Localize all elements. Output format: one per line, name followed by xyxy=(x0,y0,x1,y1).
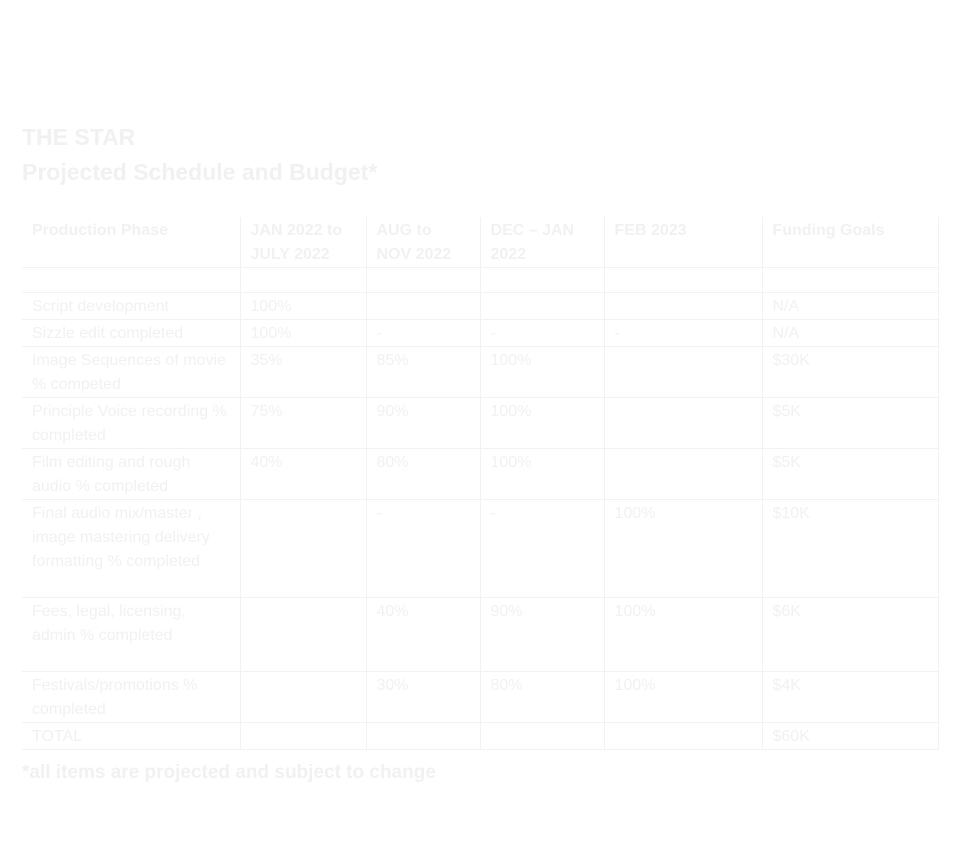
table-row: TOTAL $60K xyxy=(22,722,939,750)
subtitle: Projected Schedule and Budget* xyxy=(22,159,378,185)
table-cell: 85% xyxy=(366,346,481,398)
table-cell xyxy=(604,397,763,449)
table-cell: 100% xyxy=(604,499,763,598)
table-cell: - xyxy=(366,499,481,598)
table-cell xyxy=(366,292,481,320)
table-row: Festivals/promotions % completed 30% 80% 10… xyxy=(22,671,939,723)
header-row: Production Phase JAN 2022 to JULY 2022 AUG… xyxy=(22,217,939,268)
table-cell: - xyxy=(480,319,605,347)
table-cell: Film editing and rough audio % completed xyxy=(22,448,241,500)
table-cell: $30K xyxy=(762,346,939,398)
table-cell: 40% xyxy=(366,597,481,672)
table-cell: $5K xyxy=(762,448,939,500)
table-cell: Sizzle edit completed xyxy=(22,319,241,347)
table-cell: $10K xyxy=(762,499,939,598)
header-cell: Funding Goals xyxy=(762,217,939,268)
schedule-table: Production Phase JAN 2022 to JULY 2022 AUG… xyxy=(22,217,939,750)
table-cell xyxy=(240,597,367,672)
table-cell: 35% xyxy=(240,346,367,398)
table-cell: 100% xyxy=(604,671,763,723)
table-cell: Final audio mix/master , image mastering… xyxy=(22,499,241,598)
table-cell: 80% xyxy=(480,671,605,723)
table-cell xyxy=(240,722,367,750)
title: THE STAR xyxy=(22,124,136,150)
table-cell: 80% xyxy=(366,448,481,500)
table-cell: 100% xyxy=(480,397,605,449)
table-cell xyxy=(240,671,367,723)
table-cell xyxy=(604,346,763,398)
table-cell xyxy=(604,722,763,750)
table-cell: Fees, legal, licensing, admin % complete… xyxy=(22,597,241,672)
table-cell: Image Sequences of movie % competed xyxy=(22,346,241,398)
table-cell: TOTAL xyxy=(22,722,241,750)
table-cell: - xyxy=(480,499,605,598)
table-row: Script development 100% N/A xyxy=(22,292,939,320)
table-cell: - xyxy=(604,319,763,347)
table-cell: 40% xyxy=(240,448,367,500)
table-cell: N/A xyxy=(762,292,939,320)
table-cell: N/A xyxy=(762,319,939,347)
blank-row xyxy=(22,267,939,293)
table-cell: 100% xyxy=(604,597,763,672)
table-row: Image Sequences of movie % competed 35% 85… xyxy=(22,346,939,398)
table-row: Sizzle edit completed 100% - - - N/A xyxy=(22,319,939,347)
header-cell: JAN 2022 to JULY 2022 xyxy=(240,217,367,268)
table-cell: $4K xyxy=(762,671,939,723)
table-cell: Script development xyxy=(22,292,241,320)
table-row: Principle Voice recording % completed 75%… xyxy=(22,397,939,449)
footnote: *all items are projected and subject to … xyxy=(22,762,436,783)
table-row: Final audio mix/master , image mastering… xyxy=(22,499,939,598)
table-cell: $6K xyxy=(762,597,939,672)
table-cell: Principle Voice recording % completed xyxy=(22,397,241,449)
table-row: Fees, legal, licensing, admin % complete… xyxy=(22,597,939,672)
table-cell: 100% xyxy=(480,448,605,500)
header-cell: AUG to NOV 2022 xyxy=(366,217,481,268)
header-cell: FEB 2023 xyxy=(604,217,763,268)
table-cell: 100% xyxy=(240,319,367,347)
table-cell: 90% xyxy=(366,397,481,449)
table-cell: 75% xyxy=(240,397,367,449)
table-cell xyxy=(366,722,481,750)
table-cell: - xyxy=(366,319,481,347)
header-cell: Production Phase xyxy=(22,217,241,268)
table-cell xyxy=(604,448,763,500)
table-cell: 30% xyxy=(366,671,481,723)
table-cell xyxy=(480,292,605,320)
table-row: Film editing and rough audio % completed… xyxy=(22,448,939,500)
table-cell: $60K xyxy=(762,722,939,750)
table-cell xyxy=(480,722,605,750)
table-cell: 90% xyxy=(480,597,605,672)
table-cell xyxy=(604,292,763,320)
table-cell: 100% xyxy=(480,346,605,398)
table-cell: $5K xyxy=(762,397,939,449)
table-cell: Festivals/promotions % completed xyxy=(22,671,241,723)
table-cell xyxy=(240,499,367,598)
header-cell: DEC – JAN 2022 xyxy=(480,217,605,268)
table-cell: 100% xyxy=(240,292,367,320)
